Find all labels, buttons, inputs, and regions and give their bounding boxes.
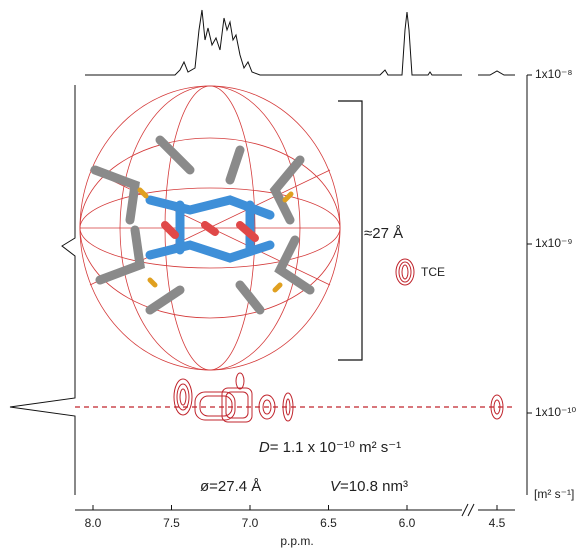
- volume-label: V=10.8 nm³: [330, 478, 408, 495]
- diameter-label: ø=27.4 Å: [200, 478, 261, 495]
- solvent-label: TCE: [421, 265, 445, 279]
- axis-break: [462, 504, 474, 516]
- y-tick-label: 1x10⁻¹⁰: [535, 405, 576, 419]
- x-tick-label: 8.0: [85, 516, 102, 530]
- y-axis-unit: [m² s⁻¹]: [534, 487, 574, 501]
- diffusion-value: = 1.1 x 10⁻¹⁰ m² s⁻¹: [270, 439, 401, 456]
- diffusion-symbol: D: [259, 439, 270, 456]
- diffusion-projection: [10, 85, 75, 495]
- cage-contours: [174, 373, 503, 422]
- volume-value: =10.8 nm³: [340, 478, 408, 495]
- tce-contour: [396, 259, 414, 285]
- x-tick-label: 4.5: [489, 516, 506, 530]
- y-tick-label: 1x10⁻⁹: [535, 236, 573, 250]
- figure: ≈27 Å TCE D= 1.1 x 10⁻¹⁰ m² s⁻¹ ø=27.4 Å…: [0, 0, 579, 550]
- size-label: ≈27 Å: [364, 225, 403, 242]
- x-tick-label: 7.0: [242, 516, 259, 530]
- x-tick-label: 6.5: [320, 516, 337, 530]
- size-bracket: [338, 101, 362, 360]
- diffusion-label: D= 1.1 x 10⁻¹⁰ m² s⁻¹: [259, 439, 401, 456]
- x-tick-label: 7.5: [163, 516, 180, 530]
- y-tick-label: 1x10⁻⁸: [535, 67, 572, 81]
- x-tick-label: 6.0: [399, 516, 416, 530]
- projection-spectrum: [85, 10, 515, 75]
- x-axis-label: p.p.m.: [280, 534, 313, 548]
